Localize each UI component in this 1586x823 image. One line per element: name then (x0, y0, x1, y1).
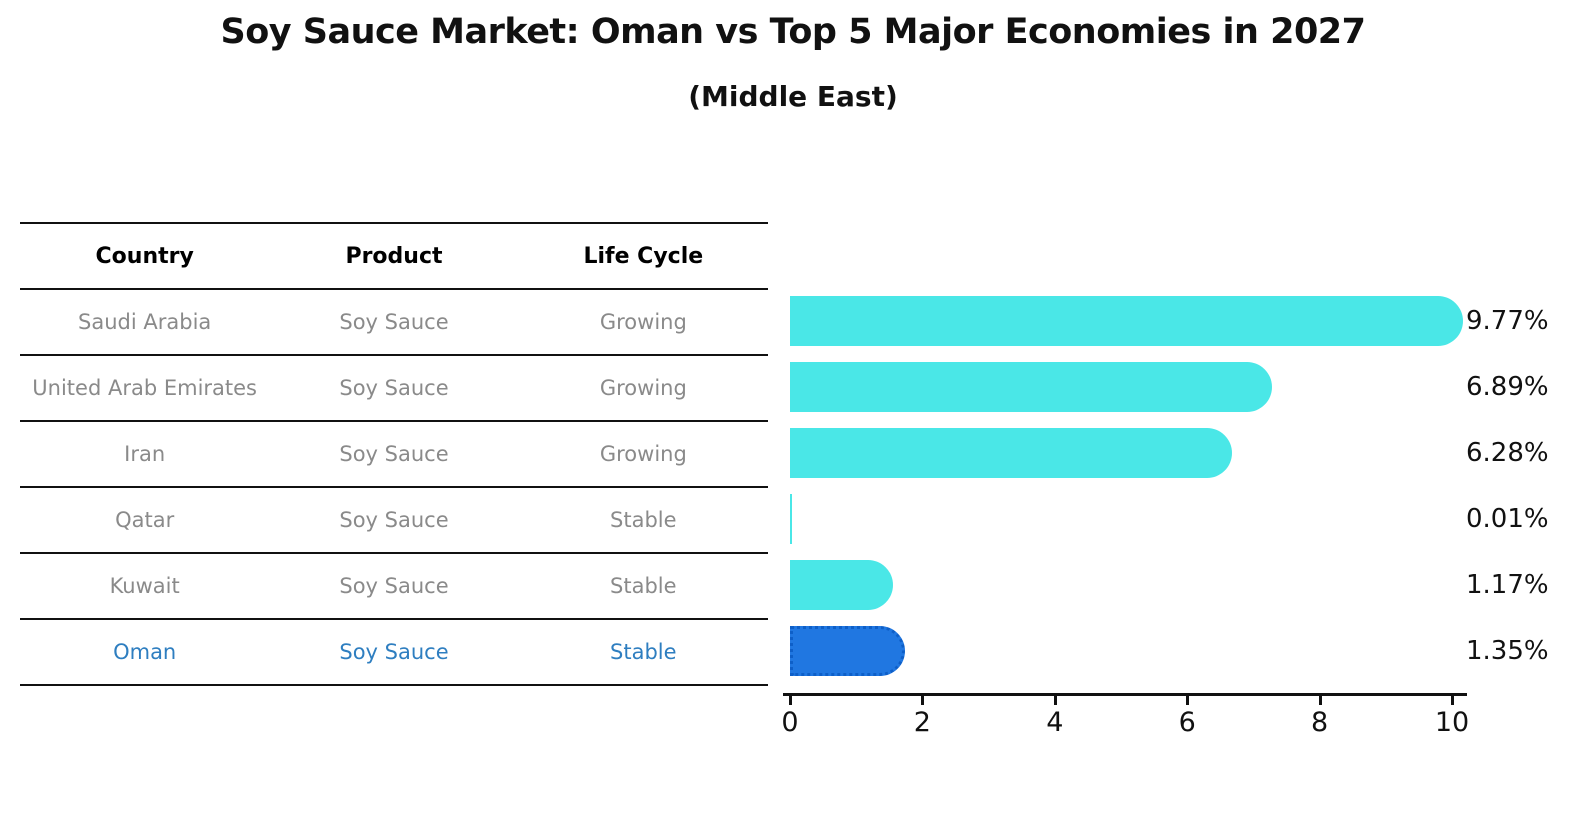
bar-kuwait (790, 560, 894, 610)
x-axis-tick-label: 6 (1178, 707, 1196, 738)
bar-value-label: 0.01% (1466, 504, 1549, 534)
x-axis-tick-label: 10 (1434, 707, 1470, 738)
x-axis-tick (1451, 696, 1454, 705)
x-axis-tick (1053, 696, 1057, 705)
table-row: Saudi Arabia Soy Sauce Growing (20, 288, 768, 354)
bar-oman (790, 626, 906, 676)
x-axis-tick-label: 0 (781, 707, 799, 738)
x-axis-tick (1318, 696, 1322, 705)
bar-united-arab-emirates (790, 362, 1273, 412)
bar-value-label: 1.35% (1466, 636, 1549, 666)
table-row: Kuwait Soy Sauce Stable (20, 552, 768, 618)
chart-subtitle: (Middle East) (688, 80, 898, 113)
cell-lifecycle: Stable (610, 508, 677, 532)
table-row: Qatar Soy Sauce Stable (20, 486, 768, 552)
cell-product: Soy Sauce (339, 442, 449, 466)
table-header-row: Country Product Life Cycle (20, 222, 768, 288)
column-header-country: Country (95, 243, 194, 269)
x-axis-tick (921, 696, 925, 705)
x-axis-tick-label: 4 (1046, 707, 1064, 738)
table-row: Iran Soy Sauce Growing (20, 420, 768, 486)
table-row: United Arab Emirates Soy Sauce Growing (20, 354, 768, 420)
x-axis-tick-label: 8 (1311, 707, 1329, 738)
cell-country: Saudi Arabia (78, 310, 212, 334)
x-axis-line (783, 693, 1467, 696)
country-table: Country Product Life Cycle Saudi Arabia … (20, 222, 768, 686)
bar-iran (790, 428, 1232, 478)
bar-value-label: 6.28% (1466, 438, 1549, 468)
cell-lifecycle: Growing (599, 310, 687, 334)
cell-country: Iran (124, 442, 166, 466)
x-axis-tick (1186, 696, 1190, 705)
column-header-lifecycle: Life Cycle (583, 243, 704, 269)
x-axis-tick-label: 2 (913, 707, 931, 738)
bar-value-label: 1.17% (1466, 570, 1549, 600)
bar-value-label: 9.77% (1466, 306, 1549, 336)
cell-product: Soy Sauce (339, 508, 449, 532)
cell-product: Soy Sauce (339, 574, 449, 598)
bar-qatar (790, 494, 792, 544)
cell-product: Soy Sauce (339, 640, 449, 664)
cell-product: Soy Sauce (339, 310, 449, 334)
bar-value-label: 6.89% (1466, 372, 1549, 402)
cell-lifecycle: Stable (610, 574, 677, 598)
cell-lifecycle: Growing (599, 442, 687, 466)
cell-lifecycle: Stable (610, 640, 677, 664)
cell-country: United Arab Emirates (32, 376, 258, 400)
cell-country: Oman (113, 640, 177, 664)
cell-lifecycle: Growing (599, 376, 687, 400)
chart-title: Soy Sauce Market: Oman vs Top 5 Major Ec… (220, 12, 1366, 52)
cell-product: Soy Sauce (339, 376, 449, 400)
bar-saudi-arabia (790, 296, 1463, 346)
cell-country: Qatar (115, 508, 175, 532)
column-header-product: Product (345, 243, 443, 269)
table-row-highlighted: Oman Soy Sauce Stable (20, 618, 768, 684)
x-axis-tick (789, 696, 792, 705)
cell-country: Kuwait (109, 574, 180, 598)
